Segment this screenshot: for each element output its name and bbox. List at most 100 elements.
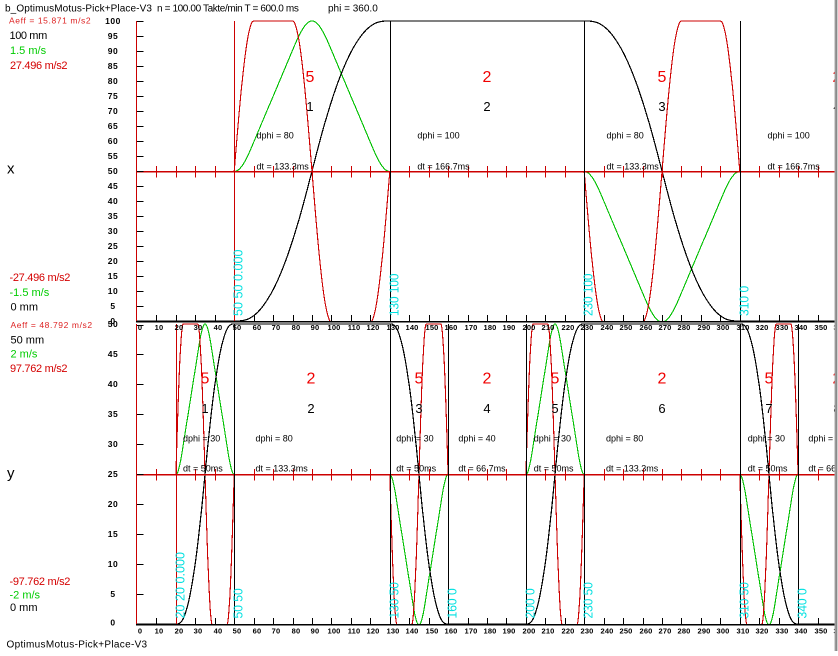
svg-text:10: 10	[155, 323, 164, 332]
svg-text:150: 150	[426, 323, 439, 332]
svg-text:OptimusMotus-Pick+Place-V3: OptimusMotus-Pick+Place-V3	[7, 640, 148, 651]
svg-text:200: 200	[523, 323, 536, 332]
svg-text:dphi = 40: dphi = 40	[458, 433, 495, 443]
svg-text:n = 100.00 Takte/min T = 600.0: n = 100.00 Takte/min T = 600.0 ms	[157, 4, 299, 15]
svg-text:0 mm: 0 mm	[10, 602, 38, 614]
svg-text:7: 7	[765, 401, 772, 416]
svg-text:1: 1	[306, 99, 313, 114]
svg-text:35: 35	[108, 409, 119, 419]
svg-text:2: 2	[483, 371, 492, 388]
svg-text:340: 340	[795, 323, 808, 332]
svg-text:dphi = 80: dphi = 80	[257, 131, 294, 141]
svg-text:35: 35	[108, 211, 119, 221]
svg-text:0: 0	[110, 316, 115, 326]
svg-text:150: 150	[426, 627, 439, 636]
svg-text:250: 250	[620, 627, 633, 636]
svg-text:10: 10	[108, 286, 119, 296]
svg-text:310: 310	[737, 627, 750, 636]
svg-text:dt = 133.3ms: dt = 133.3ms	[606, 464, 659, 474]
svg-text:130: 130	[387, 323, 400, 332]
svg-text:97.762 m/s2: 97.762 m/s2	[10, 363, 67, 375]
svg-text:280: 280	[678, 627, 691, 636]
svg-text:dphi = 80: dphi = 80	[606, 433, 643, 443]
svg-text:40: 40	[108, 196, 119, 206]
svg-text:dt = 133.3ms: dt = 133.3ms	[257, 161, 310, 171]
svg-text:2 m/s: 2 m/s	[11, 349, 38, 361]
svg-text:70: 70	[272, 627, 281, 636]
svg-text:20: 20	[108, 256, 119, 266]
svg-text:dphi = 30: dphi = 30	[748, 433, 785, 443]
svg-text:270: 270	[659, 627, 672, 636]
svg-text:310: 310	[737, 323, 750, 332]
svg-text:15: 15	[108, 529, 119, 539]
svg-text:dphi = 80: dphi = 80	[256, 433, 293, 443]
svg-text:90: 90	[311, 627, 320, 636]
svg-text:230 50: 230 50	[581, 582, 596, 618]
svg-text:50 mm: 50 mm	[11, 335, 45, 347]
svg-text:5: 5	[551, 401, 558, 416]
svg-text:80: 80	[108, 76, 119, 86]
svg-text:300: 300	[717, 627, 730, 636]
svg-text:dphi = 30: dphi = 30	[396, 433, 433, 443]
svg-text:290: 290	[698, 323, 711, 332]
svg-text:2: 2	[483, 69, 492, 86]
svg-text:240: 240	[601, 323, 614, 332]
svg-text:160: 160	[445, 323, 458, 332]
svg-text:65: 65	[108, 121, 119, 131]
svg-text:0: 0	[110, 618, 115, 628]
svg-text:160: 160	[445, 627, 458, 636]
svg-text:2: 2	[307, 371, 316, 388]
svg-text:3: 3	[415, 401, 422, 416]
svg-text:110: 110	[348, 323, 361, 332]
svg-text:210: 210	[542, 627, 555, 636]
svg-text:dphi = 40: dphi = 40	[808, 433, 838, 443]
svg-text:5: 5	[306, 69, 315, 86]
svg-text:dphi = 100: dphi = 100	[417, 131, 459, 141]
svg-text:50: 50	[108, 166, 119, 176]
svg-text:200: 200	[523, 627, 536, 636]
svg-text:75: 75	[108, 91, 119, 101]
svg-text:140: 140	[406, 627, 419, 636]
svg-text:dt = 66.7ms: dt = 66.7ms	[458, 464, 506, 474]
svg-text:230: 230	[581, 323, 594, 332]
svg-text:10: 10	[108, 559, 119, 569]
svg-text:5: 5	[658, 69, 667, 86]
svg-text:dt = 133.3ms: dt = 133.3ms	[256, 464, 309, 474]
svg-text:70: 70	[272, 323, 281, 332]
svg-text:70: 70	[108, 106, 119, 116]
svg-text:x: x	[7, 161, 15, 178]
svg-text:95: 95	[108, 31, 119, 41]
svg-text:60: 60	[253, 323, 262, 332]
svg-text:130: 130	[387, 627, 400, 636]
svg-text:90: 90	[311, 323, 320, 332]
svg-text:210: 210	[542, 323, 555, 332]
svg-text:1: 1	[201, 401, 208, 416]
svg-text:170: 170	[465, 627, 478, 636]
svg-text:40: 40	[214, 627, 223, 636]
svg-text:2: 2	[307, 401, 314, 416]
svg-text:340: 340	[795, 627, 808, 636]
svg-text:50: 50	[233, 627, 242, 636]
svg-text:30: 30	[108, 439, 119, 449]
svg-text:320: 320	[756, 323, 769, 332]
svg-text:160 0: 160 0	[445, 588, 460, 618]
svg-text:190: 190	[503, 627, 516, 636]
svg-text:-27.496 m/s2: -27.496 m/s2	[10, 272, 71, 284]
svg-text:330: 330	[776, 323, 789, 332]
svg-text:dphi = 30: dphi = 30	[183, 433, 220, 443]
svg-text:5: 5	[415, 371, 424, 388]
svg-text:260: 260	[640, 323, 653, 332]
svg-text:270: 270	[659, 323, 672, 332]
svg-text:20: 20	[175, 323, 184, 332]
svg-text:40: 40	[214, 323, 223, 332]
svg-text:100 mm: 100 mm	[10, 30, 48, 42]
svg-text:80: 80	[292, 323, 301, 332]
svg-text:230 100: 230 100	[581, 274, 596, 316]
svg-text:15: 15	[108, 271, 119, 281]
svg-text:60: 60	[253, 627, 262, 636]
svg-text:320: 320	[756, 627, 769, 636]
svg-text:y: y	[7, 465, 15, 482]
svg-text:2: 2	[658, 371, 667, 388]
svg-text:100: 100	[328, 323, 341, 332]
svg-text:280: 280	[678, 323, 691, 332]
